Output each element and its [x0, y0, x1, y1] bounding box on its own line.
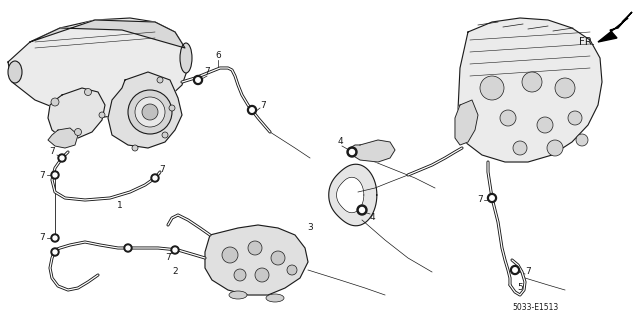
Circle shape — [84, 88, 92, 95]
Circle shape — [124, 244, 132, 252]
Circle shape — [511, 265, 520, 275]
Circle shape — [568, 111, 582, 125]
Circle shape — [547, 140, 563, 156]
Circle shape — [193, 76, 202, 85]
Circle shape — [196, 78, 200, 82]
Circle shape — [513, 268, 517, 272]
Circle shape — [248, 241, 262, 255]
Text: 7: 7 — [525, 268, 531, 277]
Text: 7: 7 — [39, 170, 45, 180]
Circle shape — [271, 251, 285, 265]
Text: 7: 7 — [204, 68, 210, 77]
Circle shape — [51, 234, 59, 242]
Circle shape — [157, 77, 163, 83]
Ellipse shape — [229, 291, 247, 299]
Text: 7: 7 — [477, 196, 483, 204]
Ellipse shape — [266, 294, 284, 302]
Text: 7: 7 — [159, 166, 165, 174]
Text: 7: 7 — [49, 147, 55, 157]
Text: 7: 7 — [165, 254, 171, 263]
Text: 3: 3 — [307, 224, 313, 233]
Circle shape — [171, 246, 179, 254]
Circle shape — [74, 129, 81, 136]
Polygon shape — [30, 20, 185, 48]
Ellipse shape — [180, 43, 192, 73]
Text: 1: 1 — [117, 201, 123, 210]
Circle shape — [53, 236, 57, 240]
Circle shape — [151, 174, 159, 182]
Circle shape — [255, 268, 269, 282]
Text: 5033-E1513: 5033-E1513 — [512, 303, 558, 313]
Text: 4: 4 — [369, 213, 375, 222]
Circle shape — [58, 154, 66, 162]
Text: 7: 7 — [39, 234, 45, 242]
Circle shape — [490, 196, 494, 200]
Text: 7: 7 — [260, 100, 266, 109]
Circle shape — [53, 250, 57, 254]
Polygon shape — [329, 164, 377, 226]
Text: 5: 5 — [517, 284, 523, 293]
Circle shape — [99, 112, 105, 118]
Circle shape — [162, 132, 168, 138]
Circle shape — [537, 117, 553, 133]
Circle shape — [135, 97, 165, 127]
Text: 2: 2 — [172, 268, 178, 277]
Circle shape — [142, 104, 158, 120]
Circle shape — [488, 194, 497, 203]
Circle shape — [173, 248, 177, 252]
Circle shape — [248, 106, 257, 115]
Circle shape — [480, 76, 504, 100]
Circle shape — [128, 90, 172, 134]
Circle shape — [576, 134, 588, 146]
Circle shape — [132, 145, 138, 151]
Circle shape — [222, 247, 238, 263]
Polygon shape — [598, 12, 632, 42]
Text: FR.: FR. — [579, 37, 595, 47]
Circle shape — [500, 110, 516, 126]
Circle shape — [126, 246, 130, 250]
Text: 4: 4 — [337, 137, 343, 146]
Circle shape — [51, 248, 59, 256]
Ellipse shape — [8, 61, 22, 83]
Circle shape — [513, 141, 527, 155]
Polygon shape — [455, 100, 478, 145]
Circle shape — [250, 108, 254, 112]
Polygon shape — [48, 128, 78, 148]
Circle shape — [51, 171, 59, 179]
Polygon shape — [458, 18, 602, 162]
Circle shape — [51, 98, 59, 106]
Circle shape — [234, 269, 246, 281]
Circle shape — [347, 147, 357, 157]
Polygon shape — [48, 88, 105, 138]
Circle shape — [357, 205, 367, 215]
Circle shape — [153, 176, 157, 180]
Circle shape — [349, 150, 355, 154]
Circle shape — [287, 265, 297, 275]
Circle shape — [53, 173, 57, 177]
Polygon shape — [8, 18, 188, 118]
Text: 6: 6 — [215, 51, 221, 61]
Polygon shape — [108, 72, 182, 148]
Circle shape — [360, 207, 365, 212]
Circle shape — [555, 78, 575, 98]
Circle shape — [522, 72, 542, 92]
Polygon shape — [205, 225, 308, 295]
Circle shape — [169, 105, 175, 111]
Polygon shape — [337, 177, 364, 213]
Polygon shape — [350, 140, 395, 162]
Circle shape — [60, 156, 64, 160]
